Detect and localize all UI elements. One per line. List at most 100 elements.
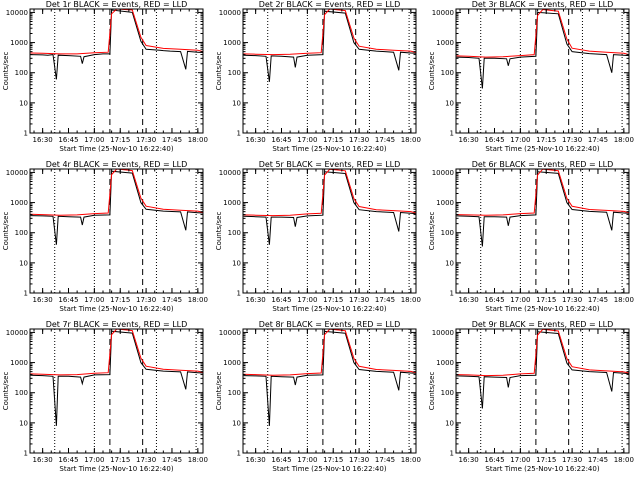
y-tick-label: 10000 xyxy=(6,169,28,177)
x-axis-label: Start Time (25-Nov-10 16:22:40) xyxy=(272,465,386,473)
x-tick-label: 18:00 xyxy=(614,456,634,464)
x-tick-label: 17:30 xyxy=(562,456,582,464)
panel-det-4: Det 4r BLACK = Events, RED = LLD 1 10 100 10… xyxy=(2,160,208,313)
x-tick-label: 16:30 xyxy=(246,296,266,304)
panel-det-5: Det 5r BLACK = Events, RED = LLD 1 10 100 10… xyxy=(215,160,421,313)
x-tick-label: 17:00 xyxy=(510,136,530,144)
y-tick-label: 10 xyxy=(445,419,454,427)
plot-frame xyxy=(242,168,417,294)
x-axis-label: Start Time (25-Nov-10 16:22:40) xyxy=(485,305,599,313)
x-tick-label: 17:00 xyxy=(297,456,317,464)
panel-det-1: Det 1r BLACK = Events, RED = LLD 1 10 100 10… xyxy=(2,0,208,153)
series-events xyxy=(30,9,203,80)
series-lld xyxy=(243,169,416,217)
y-tick-label: 100 xyxy=(441,229,454,237)
x-tick-label: 17:00 xyxy=(84,136,104,144)
panel-title: Det 5r BLACK = Events, RED = LLD xyxy=(259,160,401,169)
y-axis-label: Counts/sec xyxy=(428,212,436,251)
x-tick-label: 16:45 xyxy=(58,136,78,144)
y-tick-label: 1 xyxy=(237,130,241,138)
x-tick-label: 16:45 xyxy=(271,296,291,304)
y-tick-label: 1 xyxy=(450,450,454,458)
x-tick-label: 17:15 xyxy=(323,296,343,304)
x-tick-label: 18:00 xyxy=(614,136,634,144)
y-tick-label: 100 xyxy=(15,69,28,77)
y-tick-label: 10000 xyxy=(432,169,454,177)
y-tick-label: 100 xyxy=(228,229,241,237)
x-tick-label: 16:45 xyxy=(58,456,78,464)
x-tick-label: 17:45 xyxy=(162,136,182,144)
panel-title: Det 2r BLACK = Events, RED = LLD xyxy=(259,0,401,9)
y-tick-label: 1000 xyxy=(10,39,28,47)
x-tick-label: 16:30 xyxy=(246,136,266,144)
x-tick-label: 18:00 xyxy=(401,296,421,304)
x-tick-label: 16:30 xyxy=(459,136,479,144)
plot-frame xyxy=(455,328,630,454)
y-tick-label: 1 xyxy=(450,290,454,298)
series-events xyxy=(243,171,416,245)
y-tick-label: 10 xyxy=(232,259,241,267)
x-tick-label: 17:00 xyxy=(510,456,530,464)
x-tick-label: 16:30 xyxy=(246,456,266,464)
y-tick-label: 1 xyxy=(237,450,241,458)
x-tick-label: 17:30 xyxy=(349,296,369,304)
panel-title: Det 3r BLACK = Events, RED = LLD xyxy=(472,0,614,9)
series-lld xyxy=(30,169,203,216)
x-axis-label: Start Time (25-Nov-10 16:22:40) xyxy=(485,465,599,473)
series-lld xyxy=(30,9,203,55)
x-tick-label: 18:00 xyxy=(188,136,208,144)
plot-frame xyxy=(29,328,204,454)
y-axis-label: Counts/sec xyxy=(2,52,10,91)
y-tick-label: 10000 xyxy=(6,329,28,337)
x-tick-label: 17:30 xyxy=(136,456,156,464)
y-axis-label: Counts/sec xyxy=(215,52,223,91)
x-tick-label: 17:45 xyxy=(375,296,395,304)
y-axis-label: Counts/sec xyxy=(2,372,10,411)
x-axis-label: Start Time (25-Nov-10 16:22:40) xyxy=(272,305,386,313)
x-tick-label: 17:15 xyxy=(536,456,556,464)
x-tick-label: 16:30 xyxy=(33,456,53,464)
x-tick-label: 16:45 xyxy=(271,136,291,144)
y-tick-label: 100 xyxy=(15,229,28,237)
x-axis-label: Start Time (25-Nov-10 16:22:40) xyxy=(59,305,173,313)
panel-det-3: Det 3r BLACK = Events, RED = LLD 1 10 100 10… xyxy=(428,0,634,153)
y-tick-label: 100 xyxy=(441,69,454,77)
y-tick-label: 10 xyxy=(445,99,454,107)
x-tick-label: 17:30 xyxy=(136,296,156,304)
y-tick-label: 1000 xyxy=(10,199,28,207)
y-tick-label: 100 xyxy=(228,389,241,397)
x-tick-label: 16:30 xyxy=(459,296,479,304)
panel-det-7: Det 7r BLACK = Events, RED = LLD 1 10 100 10… xyxy=(2,320,208,473)
x-tick-label: 17:45 xyxy=(588,296,608,304)
series-lld xyxy=(456,329,629,377)
x-tick-label: 16:45 xyxy=(484,456,504,464)
series-lld xyxy=(456,169,629,216)
x-tick-label: 17:30 xyxy=(562,296,582,304)
x-tick-label: 17:00 xyxy=(297,296,317,304)
x-tick-label: 18:00 xyxy=(401,456,421,464)
x-tick-label: 17:45 xyxy=(162,296,182,304)
y-tick-label: 10000 xyxy=(219,169,241,177)
y-tick-label: 1 xyxy=(450,130,454,138)
plot-frame xyxy=(455,168,630,294)
y-tick-label: 100 xyxy=(228,69,241,77)
x-tick-label: 17:30 xyxy=(136,136,156,144)
panel-title: Det 6r BLACK = Events, RED = LLD xyxy=(472,160,614,169)
x-axis-label: Start Time (25-Nov-10 16:22:40) xyxy=(59,145,173,153)
panel-title: Det 7r BLACK = Events, RED = LLD xyxy=(46,320,188,329)
x-axis-label: Start Time (25-Nov-10 16:22:40) xyxy=(485,145,599,153)
x-tick-label: 17:15 xyxy=(110,136,130,144)
y-tick-label: 10 xyxy=(19,99,28,107)
x-tick-label: 17:15 xyxy=(323,456,343,464)
y-tick-label: 10000 xyxy=(219,329,241,337)
x-tick-label: 18:00 xyxy=(614,296,634,304)
x-tick-label: 17:45 xyxy=(588,456,608,464)
x-axis-label: Start Time (25-Nov-10 16:22:40) xyxy=(272,145,386,153)
x-tick-label: 16:30 xyxy=(459,456,479,464)
x-tick-label: 17:45 xyxy=(162,456,182,464)
y-tick-label: 10 xyxy=(232,99,241,107)
y-tick-label: 10000 xyxy=(6,9,28,17)
y-tick-label: 1 xyxy=(24,450,28,458)
y-tick-label: 100 xyxy=(15,389,28,397)
